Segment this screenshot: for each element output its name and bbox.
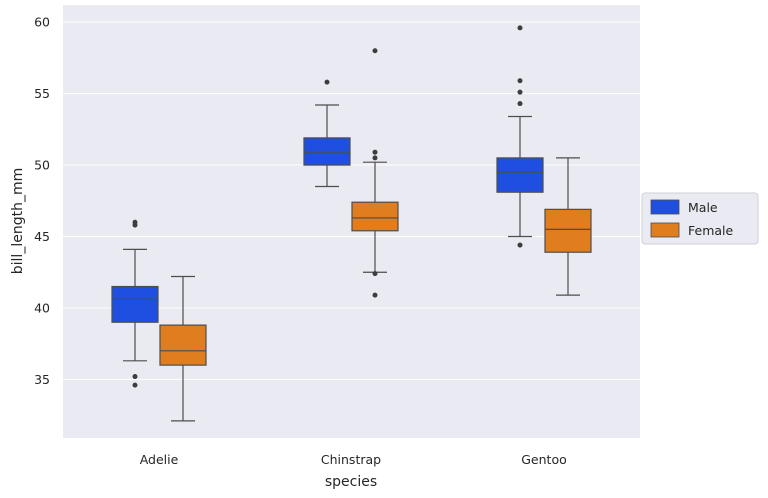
x-tick-label: Adelie: [140, 452, 179, 467]
y-tick-label: 55: [34, 86, 50, 101]
x-axis-label: species: [325, 474, 377, 490]
legend-label-male: Male: [688, 200, 718, 215]
x-tick-label: Chinstrap: [321, 452, 381, 467]
box-male-chinstrap: [303, 79, 351, 188]
box-female-chinstrap: [351, 48, 399, 298]
box-iqr: [351, 201, 399, 232]
y-tick-label: 50: [34, 158, 50, 173]
box-female-adelie: [159, 275, 207, 422]
outlier-point: [517, 25, 523, 31]
y-axis-label: bill_length_mm: [10, 168, 26, 274]
outlier-point: [372, 149, 378, 155]
box-female-gentoo: [544, 157, 592, 296]
box-iqr: [159, 324, 207, 366]
outlier-point: [132, 382, 138, 388]
box-iqr: [303, 137, 351, 166]
outlier-point: [517, 78, 523, 84]
box-iqr: [544, 208, 592, 253]
legend: Male Female: [641, 192, 759, 245]
outlier-point: [372, 271, 378, 277]
box-male-adelie: [111, 219, 159, 388]
outlier-point: [132, 219, 138, 225]
y-tick-label: 35: [34, 372, 50, 387]
outlier-point: [372, 155, 378, 161]
box-iqr: [496, 157, 544, 193]
x-tick-label: Gentoo: [521, 452, 567, 467]
outlier-point: [517, 89, 523, 95]
box-male-gentoo: [496, 25, 544, 248]
outlier-point: [517, 101, 523, 107]
y-tick-label: 45: [34, 229, 50, 244]
outlier-point: [372, 48, 378, 54]
y-tick-label: 60: [34, 15, 50, 30]
outlier-point: [324, 79, 330, 85]
outlier-point: [132, 374, 138, 380]
box-iqr: [111, 285, 159, 323]
legend-swatch-male: [650, 199, 680, 215]
outlier-point: [372, 292, 378, 298]
outlier-point: [517, 242, 523, 248]
legend-swatch-female: [650, 222, 680, 238]
y-tick-label: 40: [34, 300, 50, 315]
legend-label-female: Female: [688, 223, 734, 238]
